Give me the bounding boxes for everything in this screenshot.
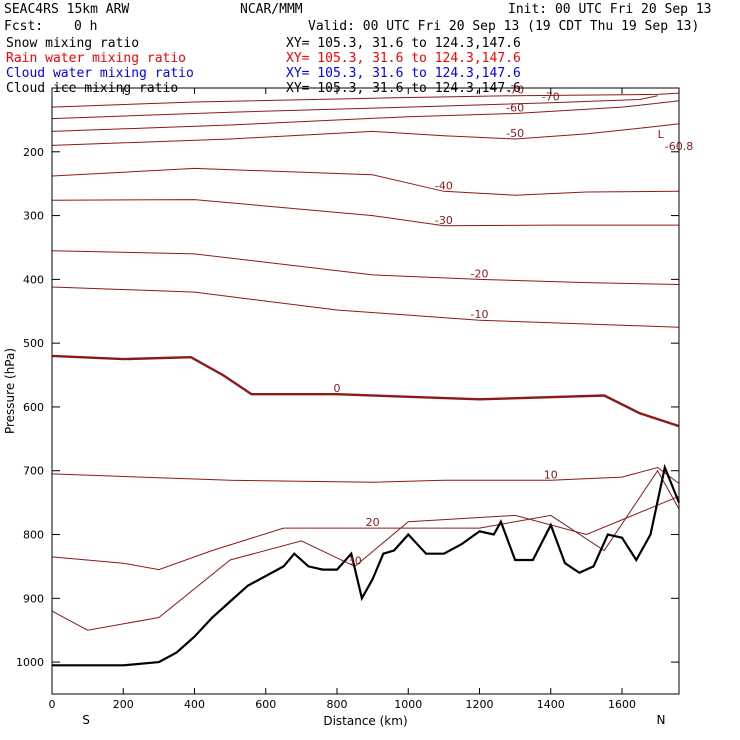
org-label: NCAR/MMM [240,2,303,17]
y-tick-label-6: 800 [23,529,44,542]
x-tick-label-8: 1600 [608,698,636,711]
y-tick-label-2: 400 [23,273,44,286]
y-tick-label-1: 300 [23,210,44,223]
contour-0-8 [51,354,680,428]
x-tick-label-3: 600 [255,698,276,711]
field-xy-0: XY= 105.3, 31.6 to 124.3,147.6 [286,36,521,51]
contour-label-10: 20 [366,516,380,529]
y-tick-label-0: 200 [23,146,44,159]
right-endpoint-label: N [657,713,666,727]
forecast-label: Fcst: [4,19,44,34]
annotation-0: L [658,128,665,141]
terrain-profile [52,463,681,667]
contour-label-3: -50 [506,127,524,140]
contour-label-8: 0 [334,382,341,395]
x-tick-label-4: 800 [327,698,348,711]
y-axis-label: Pressure (hPa) [3,348,17,434]
contour--70-1 [51,95,658,120]
y-tick-label-4: 600 [23,401,44,414]
plot-axes: 0 200 400 600 800 1000 1200 1400 160020030040050… [3,87,680,728]
contour-label-5: -30 [435,214,453,227]
y-tick-label-5: 700 [23,465,44,478]
contour--20-6 [51,250,680,285]
forecast-value: 0 h [74,19,98,34]
contour-label-11: 30 [348,554,362,567]
contour--70-0 [51,92,680,108]
left-endpoint-label: S [82,713,90,727]
field-name-2: Cloud water mixing ratio [6,66,194,81]
x-tick-label-2: 400 [184,698,205,711]
x-tick-label-7: 1400 [537,698,565,711]
contour--10-7 [51,286,680,328]
contour-label-6: -20 [471,267,489,280]
field-xy-1: XY= 105.3, 31.6 to 124.3,147.6 [286,51,521,66]
contour--30-5 [51,199,679,227]
y-tick-label-8: 1000 [16,656,44,669]
x-tick-label-0: 0 [49,698,56,711]
x-tick-label-5: 1000 [394,698,422,711]
contour-label-1: -70 [542,91,560,104]
init-time: Init: 00 UTC Fri 20 Sep 13 [508,2,712,17]
contour--60-2 [51,100,680,132]
contour-label-7: -10 [471,308,489,321]
contour-20-10 [51,469,680,571]
field-name-0: Snow mixing ratio [6,36,140,51]
field-name-1: Rain water mixing ratio [6,51,187,66]
contour--40-4 [51,167,680,196]
contour-label-0: -70 [506,84,524,97]
contour-10-9 [51,466,680,484]
terrain-line [52,463,681,667]
x-tick-label-1: 200 [113,698,134,711]
contour--50-3 [51,123,680,146]
x-tick-label-6: 1200 [466,698,494,711]
y-tick-label-3: 500 [23,337,44,350]
contour-label-4: -40 [435,179,453,192]
contour-lines [51,92,680,631]
plot-frame [51,87,680,695]
field-xy-2: XY= 105.3, 31.6 to 124.3,147.6 [286,66,521,81]
model-title: SEAC4RS 15km ARW [4,2,130,17]
contour-label-2: -60 [506,102,524,115]
y-tick-label-7: 900 [23,592,44,605]
valid-time: Valid: 00 UTC Fri 20 Sep 13 (19 CDT Thu … [308,19,700,34]
x-axis-label: Distance (km) [323,714,407,728]
contour-label-9: 10 [544,468,558,481]
